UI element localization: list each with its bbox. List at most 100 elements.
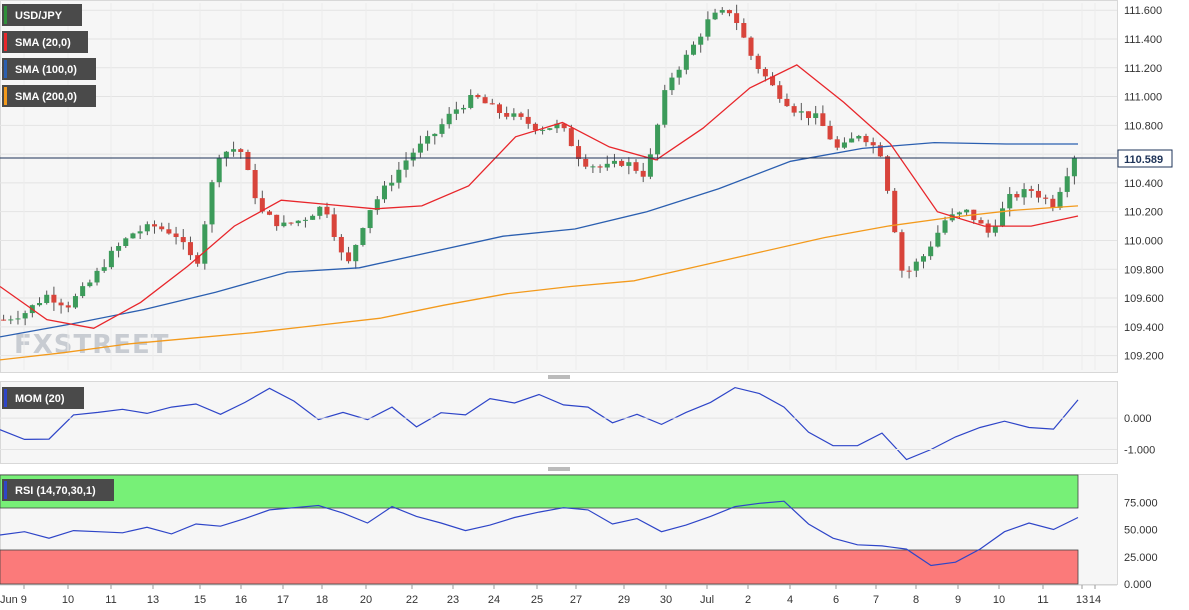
x-tick-label: 17 [277,594,289,606]
price-tick-label: 110.400 [1124,178,1163,190]
rsi-tick-label: 25.000 [1124,552,1158,564]
candle [834,136,840,151]
candle [784,93,790,107]
candle [755,53,761,74]
candle [964,209,970,216]
rsi-tick-label: 75.000 [1124,497,1158,509]
mom-axis: 0.000 -1.000 [0,413,1155,456]
candle [266,210,273,216]
candle [1050,194,1056,212]
candle [1064,167,1070,198]
legend-rsi[interactable]: RSI (14,70,30,1) [2,479,114,501]
candle [1071,155,1077,185]
candle [425,130,431,151]
rsi-tick-label: 50.000 [1124,525,1158,537]
candle [144,221,150,236]
candle [777,81,783,103]
candle [1021,183,1027,205]
x-tick-label: 18 [316,594,328,606]
candle [935,225,941,248]
x-tick-label: 25 [531,594,543,606]
price-tick-label: 109.400 [1124,322,1164,334]
candle [504,106,510,120]
legend-sma20[interactable]: SMA (20,0) [2,31,88,53]
candle [137,225,143,239]
candle [223,150,229,167]
candle [338,234,344,261]
rsi-overbought-zone [0,474,1079,509]
candle [583,154,589,170]
x-tick-label: 11 [105,594,116,606]
candle [116,242,122,258]
candle [554,119,560,134]
candle [87,279,93,288]
candle [8,315,14,325]
price-axis: 109.200 109.400 109.600 109.800 110.000 110.2… [1124,5,1164,362]
candle [295,220,301,227]
candle [231,141,237,157]
candle [468,89,474,110]
candle [346,246,352,264]
resize-handle-2[interactable] [548,467,570,471]
candle [44,290,50,305]
candle [647,148,653,180]
candle [805,111,812,126]
candle [798,102,804,121]
candle [37,297,43,307]
x-tick-label: 11 [1037,594,1048,606]
candle [389,174,395,192]
candle [568,124,574,147]
candle [1007,187,1013,217]
price-tick-label: 111.200 [1124,63,1162,75]
candle [331,207,337,241]
candle [367,209,373,234]
candle [547,127,553,131]
x-tick-label: 15 [194,594,206,606]
candle [956,211,962,219]
x-tick-label: 22 [406,594,418,606]
x-tick-label: 23 [447,594,459,606]
resize-handle-1[interactable] [548,375,570,379]
candle [302,217,308,228]
x-tick-label: 16 [235,594,247,606]
candle [597,164,603,173]
mom-tick-label: 0.000 [1124,413,1152,425]
candle [906,266,912,279]
candle [80,282,86,299]
main-panel-border [0,0,1118,373]
candle [698,33,704,53]
price-tick-label: 109.800 [1124,264,1164,276]
candle [453,101,459,121]
x-tick-label: 10 [993,594,1005,606]
x-tick-label: 8 [913,594,919,606]
candle [101,259,107,273]
mom-panel-border [0,381,1118,464]
legend-usdjpy[interactable]: USD/JPY [2,4,82,26]
main-gridlines [0,3,1117,370]
candle [640,162,646,183]
legend-sma100[interactable]: SMA (100,0) [2,58,96,80]
price-tick-label: 110.200 [1124,207,1163,219]
candle [791,103,797,117]
legend-mom-label: MOM (20) [15,393,65,405]
legend-usdjpy-label: USD/JPY [15,10,63,22]
rsi-axis: 75.000 50.000 25.000 0.000 [1124,497,1158,591]
candle [913,258,919,278]
x-tick-label: 29 [618,594,630,606]
candle [633,159,639,174]
candle [576,139,582,167]
candle [1000,201,1006,228]
candle [813,105,819,125]
candle [683,50,689,75]
candle [676,66,682,85]
x-tick-label: 10 [62,594,74,606]
legend-sma20-label: SMA (20,0) [15,37,71,49]
candle [252,163,258,205]
legend-rsi-label: RSI (14,70,30,1) [15,485,96,497]
candle [202,220,208,270]
candle [195,252,201,267]
legend-sma200[interactable]: SMA (200,0) [2,85,96,107]
legend-mom[interactable]: MOM (20) [2,387,84,409]
candle [159,222,165,232]
current-price-label: 110.589 [1124,154,1163,166]
